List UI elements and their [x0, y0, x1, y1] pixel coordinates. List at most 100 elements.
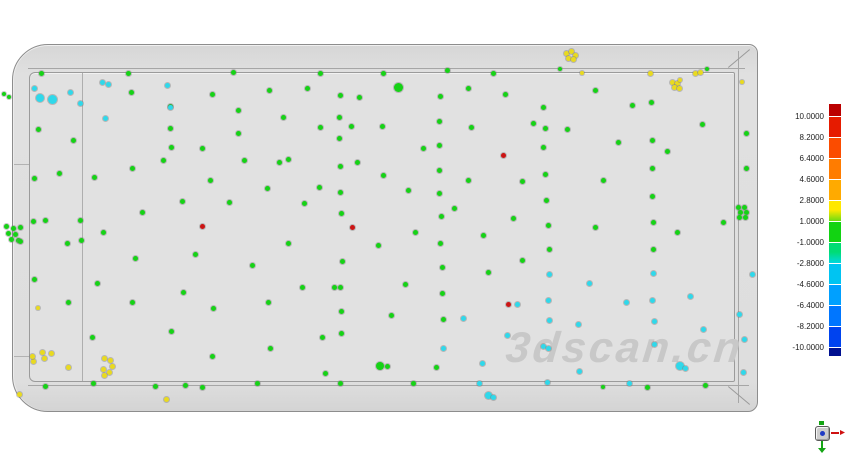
deviation-point[interactable]: [35, 126, 41, 132]
deviation-point[interactable]: [592, 87, 598, 93]
deviation-point[interactable]: [540, 343, 546, 349]
deviation-point[interactable]: [437, 93, 443, 99]
deviation-point[interactable]: [8, 236, 14, 242]
deviation-point[interactable]: [336, 135, 342, 141]
deviation-point[interactable]: [210, 305, 216, 311]
deviation-point[interactable]: [644, 384, 650, 390]
deviation-point[interactable]: [565, 55, 571, 61]
deviation-point[interactable]: [199, 145, 205, 151]
deviation-point[interactable]: [540, 144, 546, 150]
deviation-point[interactable]: [226, 199, 232, 205]
deviation-point[interactable]: [91, 174, 97, 180]
deviation-point[interactable]: [209, 353, 215, 359]
deviation-point[interactable]: [17, 238, 23, 244]
deviation-point[interactable]: [674, 229, 680, 235]
deviation-point[interactable]: [540, 104, 546, 110]
deviation-point[interactable]: [276, 159, 282, 165]
deviation-point[interactable]: [266, 87, 272, 93]
deviation-point[interactable]: [502, 91, 508, 97]
deviation-point[interactable]: [317, 124, 323, 130]
deviation-point[interactable]: [47, 94, 57, 104]
deviation-point[interactable]: [664, 148, 670, 154]
deviation-point[interactable]: [735, 204, 741, 210]
deviation-point[interactable]: [163, 396, 169, 402]
deviation-point[interactable]: [101, 355, 107, 361]
deviation-point[interactable]: [623, 299, 629, 305]
deviation-point[interactable]: [650, 270, 656, 276]
deviation-point[interactable]: [692, 70, 698, 76]
deviation-point[interactable]: [676, 362, 684, 370]
deviation-point[interactable]: [164, 82, 170, 88]
deviation-point[interactable]: [743, 165, 749, 171]
deviation-point[interactable]: [235, 107, 241, 113]
deviation-point[interactable]: [485, 269, 491, 275]
deviation-point[interactable]: [702, 382, 708, 388]
deviation-point[interactable]: [545, 222, 551, 228]
deviation-point[interactable]: [179, 198, 185, 204]
deviation-point[interactable]: [5, 230, 11, 236]
deviation-point[interactable]: [439, 290, 445, 296]
deviation-point[interactable]: [30, 218, 36, 224]
deviation-point[interactable]: [741, 336, 747, 342]
deviation-point[interactable]: [348, 123, 354, 129]
deviation-point[interactable]: [38, 70, 44, 76]
deviation-point[interactable]: [316, 184, 322, 190]
deviation-point[interactable]: [3, 223, 9, 229]
deviation-point[interactable]: [106, 369, 112, 375]
deviation-point[interactable]: [77, 100, 83, 106]
deviation-point[interactable]: [375, 242, 381, 248]
deviation-point[interactable]: [433, 364, 439, 370]
deviation-point[interactable]: [480, 232, 486, 238]
deviation-point[interactable]: [649, 297, 655, 303]
deviation-point[interactable]: [678, 78, 682, 82]
deviation-point[interactable]: [192, 251, 198, 257]
deviation-point[interactable]: [349, 224, 355, 230]
deviation-point[interactable]: [102, 115, 108, 121]
deviation-point[interactable]: [592, 224, 598, 230]
deviation-point[interactable]: [338, 330, 344, 336]
deviation-point[interactable]: [436, 118, 442, 124]
deviation-point[interactable]: [648, 99, 654, 105]
deviation-point[interactable]: [743, 130, 749, 136]
deviation-point[interactable]: [545, 345, 551, 351]
deviation-point[interactable]: [109, 363, 115, 369]
deviation-point[interactable]: [615, 139, 621, 145]
deviation-point[interactable]: [299, 284, 305, 290]
deviation-point[interactable]: [519, 178, 525, 184]
deviation-point[interactable]: [687, 293, 693, 299]
deviation-point[interactable]: [543, 197, 549, 203]
deviation-point[interactable]: [504, 332, 510, 338]
deviation-point[interactable]: [412, 229, 418, 235]
deviation-point[interactable]: [742, 214, 748, 220]
deviation-point[interactable]: [743, 209, 749, 215]
deviation-point[interactable]: [168, 144, 174, 150]
deviation-point[interactable]: [388, 312, 394, 318]
deviation-point[interactable]: [405, 187, 411, 193]
deviation-point[interactable]: [64, 240, 70, 246]
deviation-point[interactable]: [519, 257, 525, 263]
deviation-point[interactable]: [180, 289, 186, 295]
deviation-point[interactable]: [339, 258, 345, 264]
deviation-point[interactable]: [241, 157, 247, 163]
deviation-point[interactable]: [740, 80, 744, 84]
deviation-point[interactable]: [436, 142, 442, 148]
deviation-point[interactable]: [249, 262, 255, 268]
deviation-point[interactable]: [651, 318, 657, 324]
deviation-point[interactable]: [168, 328, 174, 334]
deviation-point[interactable]: [65, 364, 71, 370]
deviation-point[interactable]: [199, 384, 205, 390]
deviation-point[interactable]: [160, 157, 166, 163]
deviation-point[interactable]: [319, 334, 325, 340]
deviation-point[interactable]: [570, 56, 576, 62]
deviation-point[interactable]: [199, 223, 205, 229]
deviation-point[interactable]: [42, 217, 48, 223]
deviation-point[interactable]: [736, 214, 742, 220]
deviation-point[interactable]: [99, 79, 105, 85]
deviation-point[interactable]: [440, 316, 446, 322]
deviation-point[interactable]: [128, 89, 134, 95]
deviation-point[interactable]: [337, 189, 343, 195]
deviation-point[interactable]: [254, 380, 260, 386]
deviation-point[interactable]: [36, 306, 40, 310]
deviation-point[interactable]: [152, 383, 158, 389]
